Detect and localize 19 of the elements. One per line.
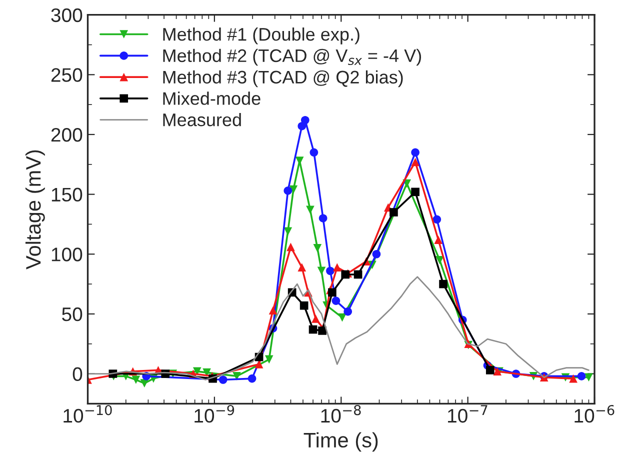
legend-label: Method #2 (TCAD @ V$_{sx}$ = -4 V) bbox=[163, 48, 422, 66]
legend-label: Measured bbox=[163, 113, 241, 126]
legend-label: Method #3 (TCAD @ Q2 bias) bbox=[163, 70, 403, 88]
y-tick-label: 150 bbox=[52, 188, 82, 202]
x-tick-label: 10$^{−9}$ bbox=[194, 404, 234, 423]
y-tick-label: 300 bbox=[51, 8, 82, 22]
legend-label: Mixed-mode bbox=[163, 92, 260, 105]
y-tick-label: 0 bbox=[72, 367, 82, 382]
y-tick-label: 250 bbox=[51, 68, 82, 82]
x-tick-label: 10$^{−10}$ bbox=[64, 404, 112, 423]
y-tick-label: 50 bbox=[62, 307, 82, 322]
x-tick-label: 10$^{−7}$ bbox=[448, 405, 488, 423]
y-axis-title: Voltage (mV) bbox=[25, 150, 45, 270]
legend-label: Method #1 (Double exp.) bbox=[163, 27, 360, 44]
y-tick-label: 200 bbox=[51, 128, 82, 142]
x-axis-title: Time (s) bbox=[304, 432, 378, 452]
x-tick-label: 10$^{−6}$ bbox=[574, 404, 614, 423]
y-tick-label: 100 bbox=[52, 248, 82, 262]
x-tick-label: 10$^{−8}$ bbox=[321, 404, 361, 423]
